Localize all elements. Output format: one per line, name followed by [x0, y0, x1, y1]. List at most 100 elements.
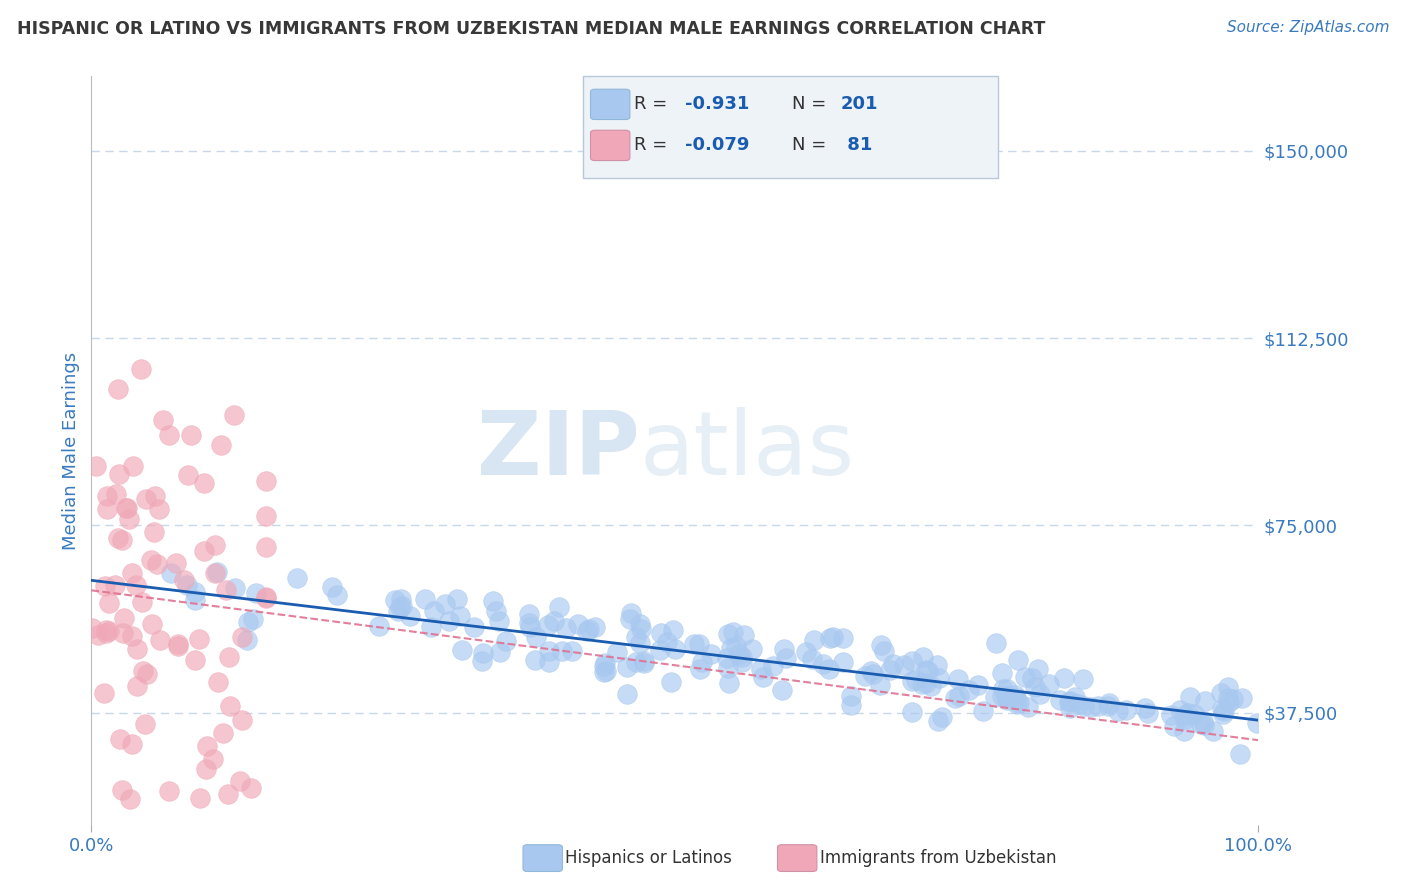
Point	[446, 591, 468, 606]
Point	[167, 637, 190, 651]
Point	[626, 630, 648, 644]
Point	[437, 614, 460, 628]
Point	[485, 604, 508, 618]
Point	[488, 614, 510, 628]
Point	[211, 726, 233, 740]
Point	[1216, 691, 1239, 706]
Point	[633, 656, 655, 670]
Point	[205, 565, 228, 579]
Point	[94, 625, 117, 640]
Point	[517, 615, 540, 630]
Point	[231, 630, 253, 644]
Point	[84, 458, 107, 473]
Point	[121, 737, 143, 751]
Text: 81: 81	[841, 136, 872, 154]
Point	[991, 665, 1014, 680]
Point	[93, 686, 115, 700]
Point	[775, 651, 797, 665]
Point	[1246, 715, 1268, 730]
Point	[96, 502, 118, 516]
Point	[215, 582, 238, 597]
Point	[801, 652, 824, 666]
Point	[583, 620, 606, 634]
Text: 201: 201	[841, 95, 879, 113]
Point	[159, 566, 181, 581]
Point	[1191, 714, 1213, 728]
Point	[180, 428, 202, 442]
Point	[193, 475, 215, 490]
Point	[1067, 697, 1090, 711]
Point	[384, 593, 406, 607]
Point	[699, 647, 721, 661]
Point	[720, 640, 742, 655]
Text: Hispanics or Latinos: Hispanics or Latinos	[565, 849, 733, 867]
Point	[146, 558, 169, 572]
Point	[733, 628, 755, 642]
Point	[256, 540, 278, 554]
Point	[1222, 691, 1244, 706]
Point	[773, 641, 796, 656]
Point	[127, 642, 149, 657]
Point	[135, 492, 157, 507]
Point	[207, 675, 229, 690]
Point	[519, 620, 541, 634]
Point	[1168, 703, 1191, 717]
Point	[537, 644, 560, 658]
Point	[388, 599, 411, 614]
Point	[188, 632, 211, 647]
Point	[630, 622, 652, 636]
Point	[256, 591, 278, 605]
Point	[689, 662, 711, 676]
Point	[741, 641, 763, 656]
Point	[920, 679, 942, 693]
Point	[195, 762, 218, 776]
Point	[495, 634, 517, 648]
Point	[222, 409, 245, 423]
Point	[616, 687, 638, 701]
Point	[605, 645, 627, 659]
Point	[1059, 693, 1081, 707]
Point	[471, 653, 494, 667]
Point	[217, 787, 239, 801]
Y-axis label: Median Male Earnings: Median Male Earnings	[62, 351, 80, 549]
Point	[893, 657, 915, 672]
Point	[236, 632, 259, 647]
Point	[157, 428, 180, 442]
Point	[1049, 692, 1071, 706]
Point	[650, 642, 672, 657]
Point	[218, 649, 240, 664]
Point	[108, 732, 131, 747]
Point	[132, 664, 155, 678]
Point	[995, 682, 1018, 697]
Point	[984, 690, 1007, 704]
Point	[1211, 702, 1233, 716]
Point	[818, 631, 841, 645]
Point	[173, 574, 195, 588]
Point	[231, 713, 253, 727]
Point	[966, 678, 988, 692]
Point	[450, 642, 472, 657]
Point	[157, 784, 180, 798]
Point	[121, 629, 143, 643]
Point	[1133, 700, 1156, 714]
Point	[1213, 704, 1236, 718]
Point	[762, 659, 785, 673]
Point	[995, 689, 1018, 703]
Point	[236, 615, 259, 629]
Point	[80, 622, 103, 636]
Point	[839, 690, 862, 704]
Point	[1136, 706, 1159, 720]
Point	[650, 625, 672, 640]
Point	[1209, 685, 1232, 699]
Point	[911, 677, 934, 691]
Point	[662, 623, 685, 637]
Point	[957, 682, 980, 697]
Point	[1059, 701, 1081, 715]
Point	[152, 413, 174, 427]
Point	[839, 698, 862, 713]
Point	[882, 657, 904, 672]
Point	[972, 704, 994, 718]
Point	[449, 608, 471, 623]
Point	[118, 792, 141, 806]
Point	[245, 586, 267, 600]
